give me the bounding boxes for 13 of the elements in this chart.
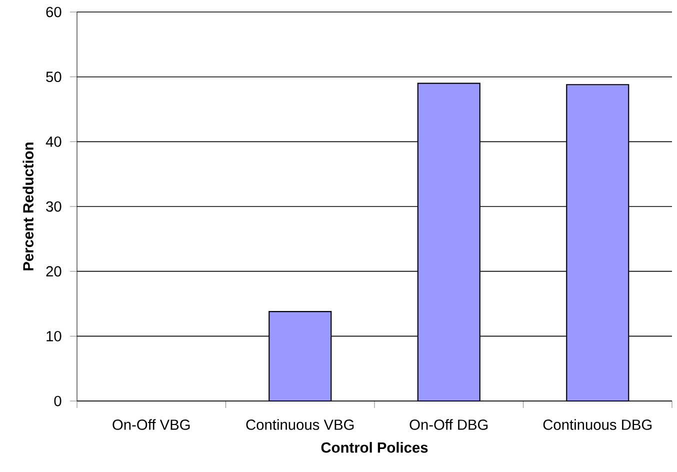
x-tick-label: Continuous DBG bbox=[543, 419, 652, 430]
y-tick-label: 40 bbox=[46, 136, 62, 147]
x-axis-title: Control Polices bbox=[321, 442, 428, 453]
x-tick-label: Continuous VBG bbox=[246, 419, 354, 430]
y-tick-label: 30 bbox=[46, 201, 62, 212]
x-tick-label: On-Off VBG bbox=[112, 419, 190, 430]
y-tick-label: 60 bbox=[46, 6, 62, 18]
y-tick-label: 10 bbox=[46, 330, 62, 342]
y-axis-title: Percent Reduction bbox=[22, 142, 34, 270]
y-tick-label: 50 bbox=[46, 72, 62, 82]
y-tick-label: 0 bbox=[54, 396, 62, 406]
y-tick-label: 20 bbox=[46, 266, 62, 277]
x-tick-label: On-Off DBG bbox=[410, 419, 488, 430]
